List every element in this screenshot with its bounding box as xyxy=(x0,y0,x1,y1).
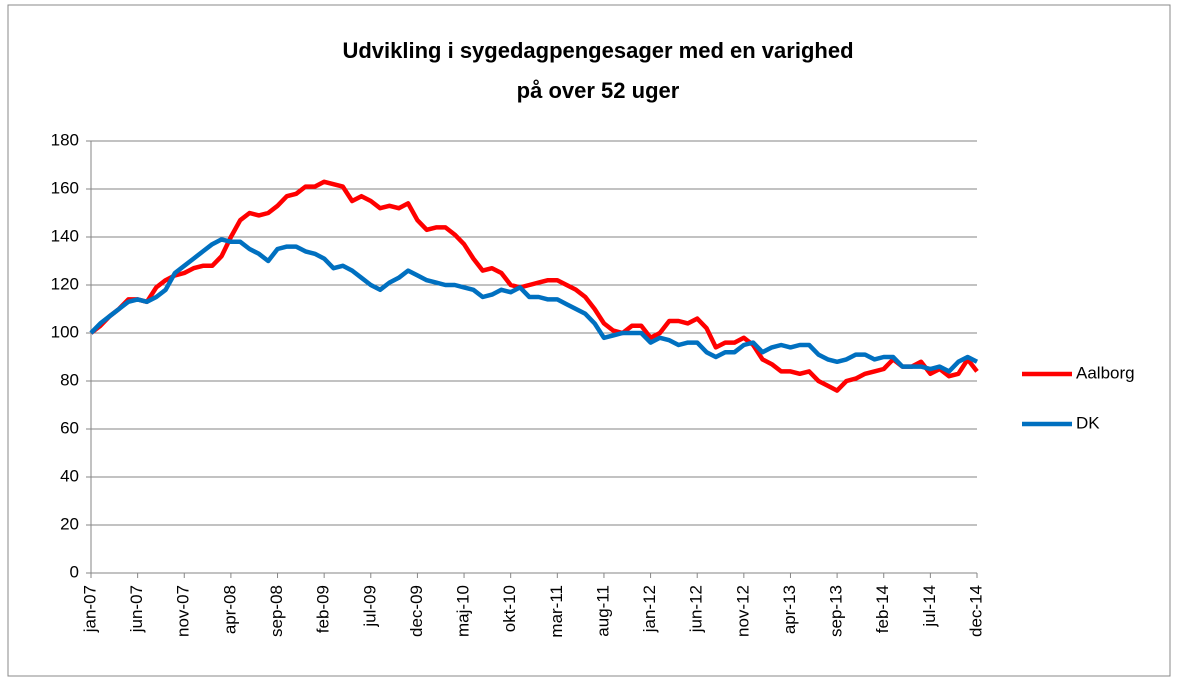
x-tick-label: aug-11 xyxy=(593,585,612,637)
y-tick-label: 100 xyxy=(51,322,79,341)
legend-label: Aalborg xyxy=(1076,363,1135,382)
x-tick-label: apr-08 xyxy=(220,585,239,634)
series-line xyxy=(89,237,979,374)
x-tick-label: mar-11 xyxy=(547,585,566,638)
chart-title: Udvikling i sygedagpengesager med en var… xyxy=(342,38,853,63)
y-tick-label: 0 xyxy=(70,562,79,581)
x-tick-label: feb-14 xyxy=(873,585,892,633)
x-tick-label: jun-07 xyxy=(127,585,146,633)
x-tick-label: nov-12 xyxy=(733,585,752,637)
x-tick-label: nov-07 xyxy=(174,585,193,637)
y-tick-label: 180 xyxy=(51,130,79,149)
y-tick-label: 20 xyxy=(60,514,79,533)
y-tick-label: 120 xyxy=(51,274,79,293)
y-tick-label: 140 xyxy=(51,226,79,245)
x-tick-label: jun-12 xyxy=(687,585,706,633)
x-tick-label: jul-14 xyxy=(920,585,939,628)
chart-title: på over 52 uger xyxy=(517,78,680,103)
y-tick-label: 40 xyxy=(60,466,79,485)
x-tick-label: maj-10 xyxy=(454,585,473,637)
x-tick-label: sep-08 xyxy=(267,585,286,637)
x-tick-label: apr-13 xyxy=(780,585,799,634)
y-tick-label: 60 xyxy=(60,418,79,437)
x-tick-label: jan-07 xyxy=(80,585,99,633)
x-tick-label: okt-10 xyxy=(500,585,519,632)
x-tick-label: dec-14 xyxy=(966,585,985,637)
x-tick-label: jan-12 xyxy=(640,585,659,633)
legend-label: DK xyxy=(1076,413,1100,432)
y-tick-label: 160 xyxy=(51,178,79,197)
series-line xyxy=(89,179,979,393)
x-tick-label: dec-09 xyxy=(407,585,426,637)
x-tick-label: feb-09 xyxy=(314,585,333,633)
x-tick-label: jul-09 xyxy=(360,585,379,628)
x-tick-label: sep-13 xyxy=(827,585,846,637)
chart-border xyxy=(7,4,1171,677)
y-tick-label: 80 xyxy=(60,370,79,389)
